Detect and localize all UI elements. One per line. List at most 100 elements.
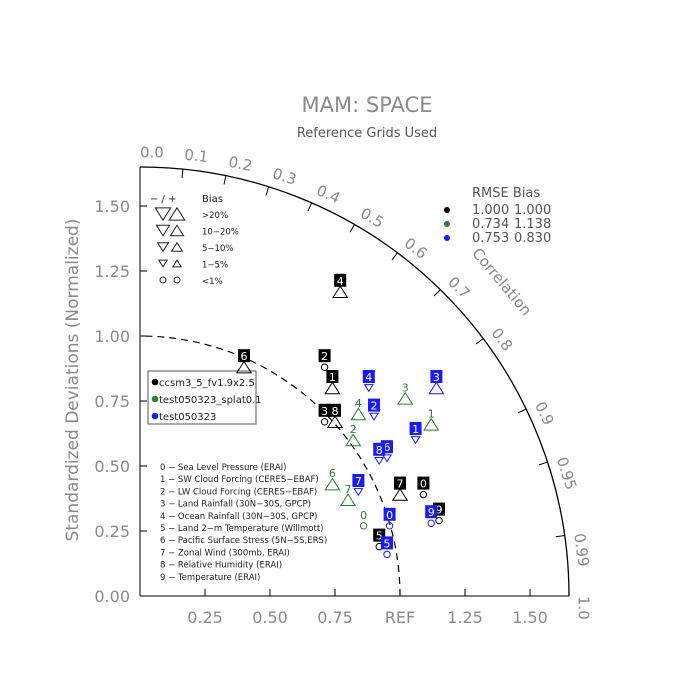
y-tick-label: 1.00 <box>94 327 130 346</box>
point-label: 0 <box>420 478 427 491</box>
data-point: 2 <box>368 398 380 421</box>
bias-legend-row: 10−20% <box>202 228 239 238</box>
corr-tick <box>475 338 484 345</box>
point-label: 1 <box>329 371 336 384</box>
data-point: 3 <box>318 403 331 426</box>
point-label-box <box>352 474 365 487</box>
data-point: 2 <box>318 349 331 371</box>
model-legend-name: test050323 <box>159 412 216 423</box>
point-triangle-marker <box>410 436 421 445</box>
point-label: 9 <box>428 506 435 519</box>
point-label-box <box>394 476 406 490</box>
variable-legend: 0 − Sea Level Pressure (ERAI) 1 − SW Clou… <box>160 463 327 583</box>
point-label: 3 <box>321 405 328 418</box>
x-tick-label: 0.50 <box>252 608 288 627</box>
model-legend-dot <box>151 395 159 403</box>
bias-legend: − / + Bias >20% 10−20% 5−10% 1−5% <1% <box>150 194 239 287</box>
data-point: 0 <box>417 476 430 499</box>
rmse-bias-header: RMSE Bias <box>472 186 540 201</box>
y-tick-label: 0.00 <box>94 587 130 606</box>
point-label-box <box>318 349 331 363</box>
point-label-box <box>329 403 341 417</box>
point-label: 3 <box>433 371 440 384</box>
model-legend-name: ccsm3_5_fv1.9x2.5 <box>159 378 255 389</box>
point-circle-marker <box>419 490 428 499</box>
model-legend-dot <box>151 412 159 420</box>
point-label: 1 <box>412 423 419 436</box>
point-label: 9 <box>436 504 443 517</box>
bias-legend-up-icon <box>168 206 186 221</box>
variable-legend-item: 9 − Temperature (ERAI) <box>160 573 260 583</box>
corr-tick <box>433 289 441 297</box>
x-tick-label: REF <box>385 608 415 627</box>
model-legend: ccsm3_5_fv1.9x2.5 test050323_splat0.1test… <box>147 370 262 425</box>
point-triangle-marker <box>326 415 344 428</box>
point-triangle-marker <box>397 391 414 405</box>
corr-tick <box>391 252 398 261</box>
y-tick-label: 0.75 <box>94 392 130 411</box>
point-triangle-marker <box>339 493 357 506</box>
variable-legend-item: 1 − SW Cloud Forcing (CERES−EBAF) <box>160 475 319 485</box>
data-point: 1 <box>409 422 422 445</box>
corr-tick-label: 0.9 <box>531 399 558 428</box>
data-point: 7 <box>339 483 357 506</box>
point-triangle-marker <box>324 477 341 491</box>
point-circle-marker <box>359 522 368 530</box>
corr-tick <box>181 169 184 179</box>
point-label: 4 <box>355 397 362 410</box>
data-point: 6 <box>235 349 253 374</box>
variable-legend-item: 4 − Ocean Rainfall (30N−30S, GPCP) <box>160 512 317 522</box>
corr-tick <box>307 202 313 212</box>
point-triangle-marker <box>345 433 362 447</box>
bias-legend-circle-icon <box>173 276 181 284</box>
variable-legend-item: 5 − Land 2−m Temperature (Willmott) <box>160 524 324 534</box>
variable-legend-item: 3 − Land Rainfall (30N−30S, GPCP) <box>160 500 311 510</box>
x-tick-label: 0.75 <box>317 608 353 627</box>
data-point: 0 <box>383 507 396 530</box>
point-triangle-marker <box>391 487 409 501</box>
point-label-box <box>362 370 375 383</box>
variable-legend-item: 6 − Pacific Surface Stress (5N−5S,ERS) <box>160 536 327 546</box>
point-label: 7 <box>355 475 362 488</box>
point-label: 6 <box>241 350 248 363</box>
point-triangle-marker <box>350 407 367 421</box>
data-point: 8 <box>373 442 386 466</box>
rmse-bias-dot <box>444 235 450 241</box>
corr-tick <box>555 534 565 538</box>
bias-legend-row: 5−10% <box>202 244 233 254</box>
point-triangle-marker <box>332 285 349 298</box>
point-label: 4 <box>337 275 344 288</box>
data-point: 4 <box>350 397 367 421</box>
bias-legend-up-icon <box>170 241 184 252</box>
point-triangle-marker <box>423 417 440 431</box>
rmse-value: 1.000 <box>472 203 509 218</box>
chart-subtitle: Reference Grids Used <box>297 126 437 141</box>
variable-legend-item: 8 − Relative Humidity (ERAI) <box>160 561 282 571</box>
corr-tick <box>223 175 227 185</box>
point-label: 0 <box>360 509 367 522</box>
point-triangle-marker <box>353 488 364 497</box>
point-label: 7 <box>345 483 352 496</box>
bias-value: 1.000 <box>514 203 551 218</box>
point-label: 8 <box>376 444 383 457</box>
bias-legend-bias-header: Bias <box>202 194 223 205</box>
data-point: 8 <box>326 403 344 428</box>
point-label-box <box>326 370 339 383</box>
point-circle-marker <box>385 522 394 530</box>
x-tick-label: 0.25 <box>187 608 223 627</box>
bias-value: 0.830 <box>514 231 551 246</box>
point-label-box <box>409 422 422 435</box>
point-triangle-marker <box>374 456 385 466</box>
point-circle-marker <box>427 519 435 527</box>
corr-tick-label: 0.5 <box>357 204 387 232</box>
variable-legend-item: 2 − LW Cloud Forcing (CERES−EBAF) <box>160 487 317 497</box>
corr-tick <box>538 461 548 466</box>
data-point: 1 <box>423 407 440 431</box>
point-label-box <box>383 507 396 521</box>
y-tick-label: 0.25 <box>94 522 130 541</box>
x-tick-label: 1.50 <box>512 608 548 627</box>
data-point: 4 <box>332 273 349 298</box>
data-point: 2 <box>345 423 362 447</box>
point-label: 7 <box>397 478 404 491</box>
